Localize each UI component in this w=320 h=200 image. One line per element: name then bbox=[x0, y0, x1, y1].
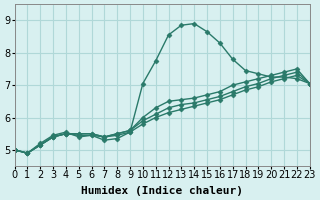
X-axis label: Humidex (Indice chaleur): Humidex (Indice chaleur) bbox=[81, 186, 243, 196]
